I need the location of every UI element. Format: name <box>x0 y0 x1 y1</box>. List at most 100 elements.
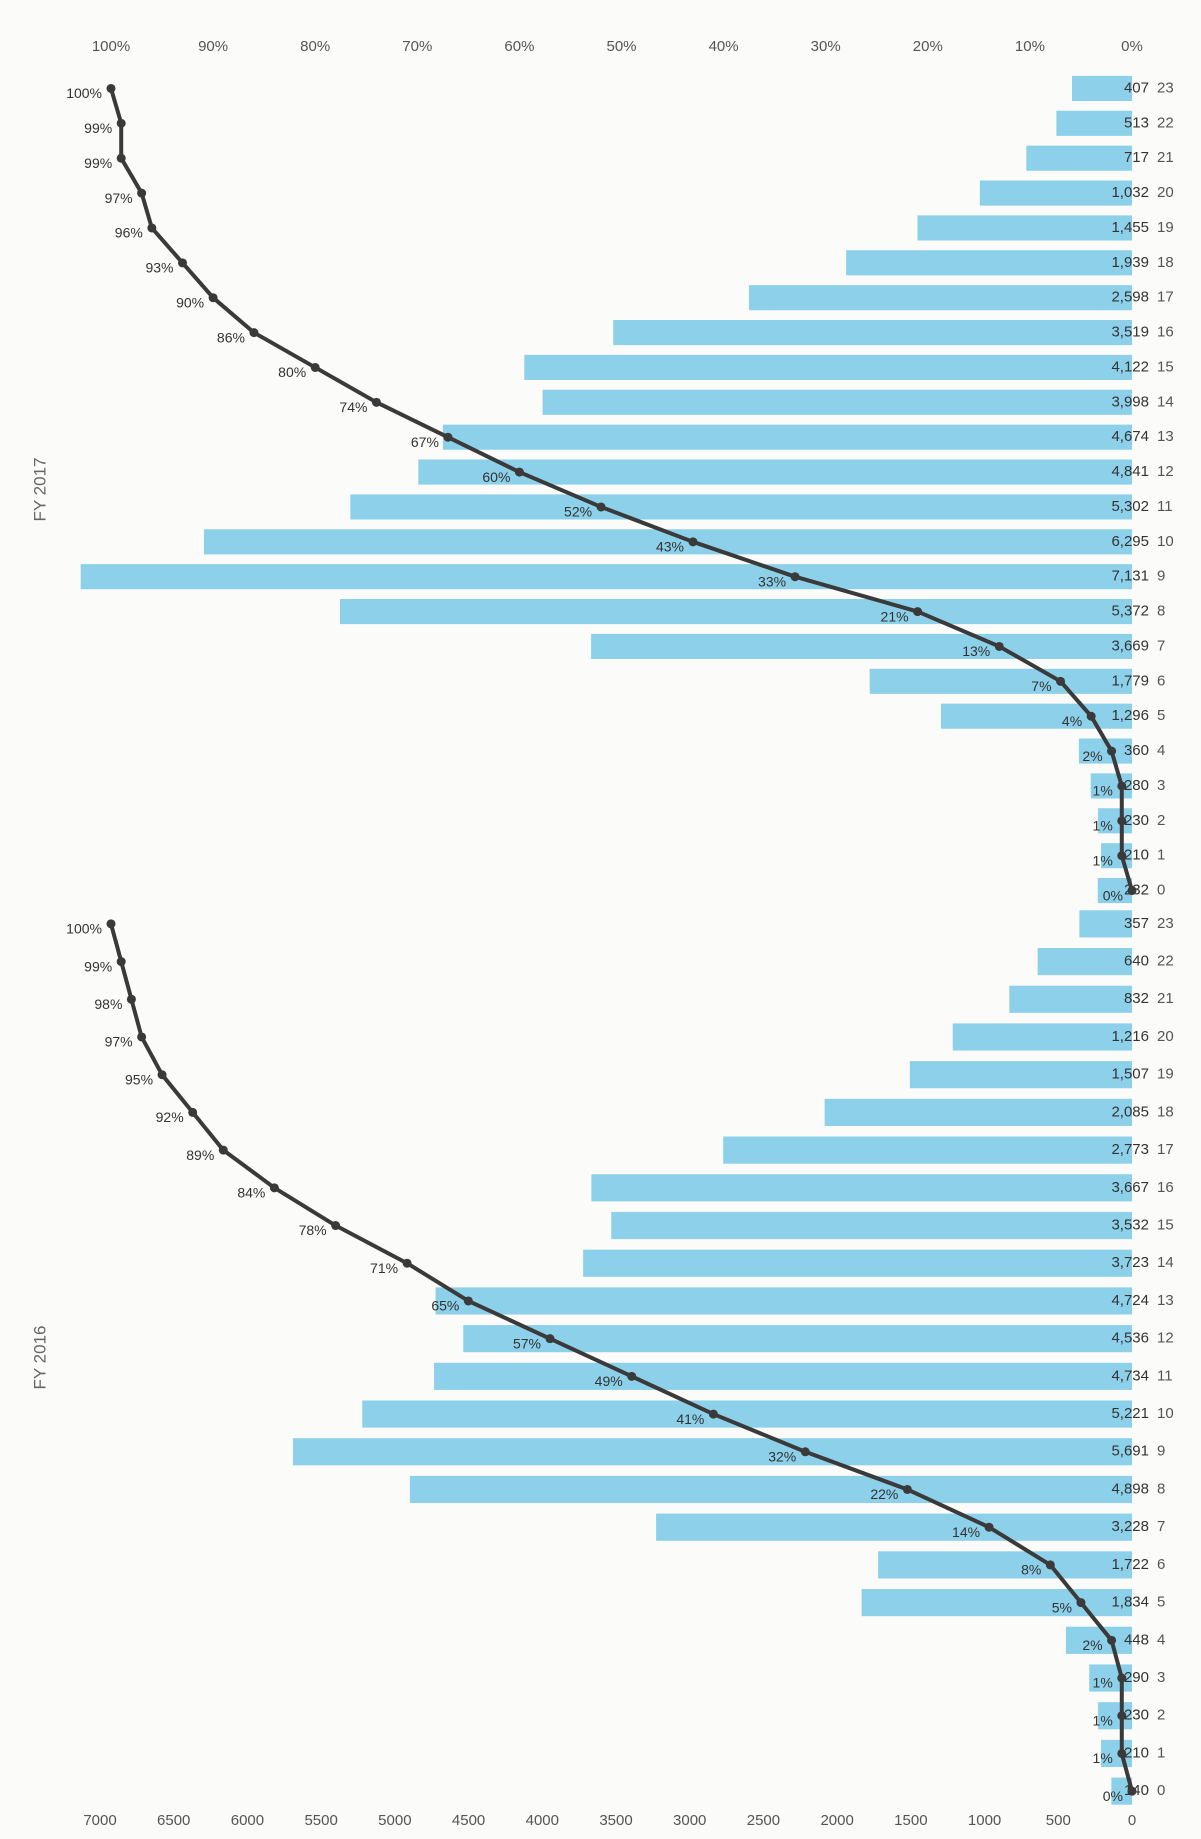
y2-tick-label: 100% <box>92 38 130 55</box>
cumulative-point <box>514 467 524 477</box>
cumulative-point <box>249 328 259 338</box>
percent-label: 13% <box>962 643 990 659</box>
percent-label: 100% <box>66 85 102 101</box>
x-tick-label: 23 <box>1157 79 1174 96</box>
x-tick-label: 9 <box>1157 568 1165 585</box>
cumulative-point <box>1117 1748 1127 1758</box>
cumulative-point <box>177 258 187 268</box>
x-tick-label: 14 <box>1157 1254 1174 1271</box>
x-tick-label: 4 <box>1157 1631 1165 1648</box>
x-tick-label: 3 <box>1157 777 1165 794</box>
percent-label: 5% <box>1052 1599 1072 1615</box>
cumulative-point <box>1127 886 1137 896</box>
cumulative-point <box>545 1334 555 1344</box>
bar <box>1111 1777 1132 1805</box>
x-tick-label: 2 <box>1157 812 1165 829</box>
x-tick-label: 4 <box>1157 742 1165 759</box>
x-tick-label: 11 <box>1157 498 1173 515</box>
cumulative-point <box>106 919 116 929</box>
y-tick-label: 1000 <box>968 1812 1001 1829</box>
percent-label: 96% <box>115 225 143 241</box>
cumulative-point <box>790 572 800 582</box>
percent-label: 8% <box>1021 1562 1041 1578</box>
value-label: 1,296 <box>1111 707 1149 724</box>
percent-label: 1% <box>1093 1750 1113 1766</box>
value-label: 3,532 <box>1111 1216 1149 1233</box>
cumulative-point <box>269 1183 279 1193</box>
cumulative-point <box>310 362 320 372</box>
bar <box>861 1589 1133 1617</box>
x-tick-label: 10 <box>1157 1405 1174 1422</box>
bar <box>418 459 1132 485</box>
bar <box>583 1249 1132 1277</box>
percent-label: 99% <box>84 120 112 136</box>
bar <box>591 633 1132 659</box>
value-label: 3,998 <box>1111 393 1149 410</box>
bar <box>1079 910 1133 938</box>
bar <box>1026 145 1132 171</box>
x-tick-label: 6 <box>1157 1556 1165 1573</box>
cumulative-point <box>371 397 381 407</box>
value-label: 1,216 <box>1111 1028 1149 1045</box>
value-label: 4,898 <box>1111 1480 1149 1497</box>
x-tick-label: 8 <box>1157 603 1165 620</box>
value-label: 1,779 <box>1111 672 1149 689</box>
x-tick-label: 2 <box>1157 1707 1165 1724</box>
value-label: 360 <box>1124 742 1149 759</box>
bar <box>442 424 1132 450</box>
x-tick-label: 7 <box>1157 637 1165 654</box>
y-tick-label: 2000 <box>820 1812 853 1829</box>
value-label: 3,667 <box>1111 1179 1149 1196</box>
cumulative-point <box>596 502 606 512</box>
chart-title: FY 2016 <box>30 1326 49 1390</box>
x-tick-label: 11 <box>1157 1367 1173 1384</box>
cumulative-point <box>1117 851 1127 861</box>
y-tick-label: 500 <box>1046 1812 1071 1829</box>
value-label: 2,085 <box>1111 1103 1149 1120</box>
cumulative-point <box>1107 1635 1117 1645</box>
cumulative-point <box>137 1032 147 1042</box>
cumulative-point <box>913 607 923 617</box>
percent-label: 60% <box>482 469 510 485</box>
bar <box>463 1325 1133 1353</box>
x-tick-label: 23 <box>1157 915 1174 932</box>
percent-label: 95% <box>125 1071 153 1087</box>
x-tick-label: 13 <box>1157 428 1174 445</box>
cumulative-point <box>1056 676 1066 686</box>
bar <box>979 180 1132 206</box>
percent-label: 2% <box>1082 748 1102 764</box>
value-label: 3,723 <box>1111 1254 1149 1271</box>
percent-label: 93% <box>145 260 173 276</box>
y2-tick-label: 90% <box>198 38 228 55</box>
x-tick-label: 18 <box>1157 254 1174 271</box>
cumulative-point <box>137 188 147 198</box>
x-tick-label: 0 <box>1157 1782 1165 1799</box>
value-label: 5,372 <box>1111 603 1149 620</box>
value-label: 5,221 <box>1111 1405 1149 1422</box>
percent-label: 65% <box>431 1298 459 1314</box>
bar <box>748 285 1133 311</box>
bar <box>350 494 1132 520</box>
x-tick-label: 12 <box>1157 1330 1174 1347</box>
y-tick-label: 4500 <box>452 1812 485 1829</box>
bar <box>878 1551 1132 1579</box>
cumulative-point <box>157 1070 167 1080</box>
cumulative-point <box>984 1522 994 1532</box>
y2-tick-label: 60% <box>504 38 534 55</box>
value-label: 230 <box>1124 812 1149 829</box>
bar <box>591 1174 1132 1202</box>
y2-tick-label: 50% <box>606 38 636 55</box>
value-label: 6,295 <box>1111 533 1149 550</box>
bar <box>409 1475 1133 1504</box>
cumulative-point <box>1117 1673 1127 1683</box>
percent-label: 84% <box>237 1185 265 1201</box>
y-tick-label: 5500 <box>304 1812 337 1829</box>
x-tick-label: 10 <box>1157 533 1174 550</box>
cumulative-point <box>800 1447 810 1457</box>
value-label: 230 <box>1124 1707 1149 1724</box>
y2-tick-label: 40% <box>709 38 739 55</box>
value-label: 5,302 <box>1111 498 1149 515</box>
cumulative-point <box>208 293 218 303</box>
y-tick-label: 7000 <box>83 1812 116 1829</box>
percent-label: 86% <box>217 329 245 345</box>
